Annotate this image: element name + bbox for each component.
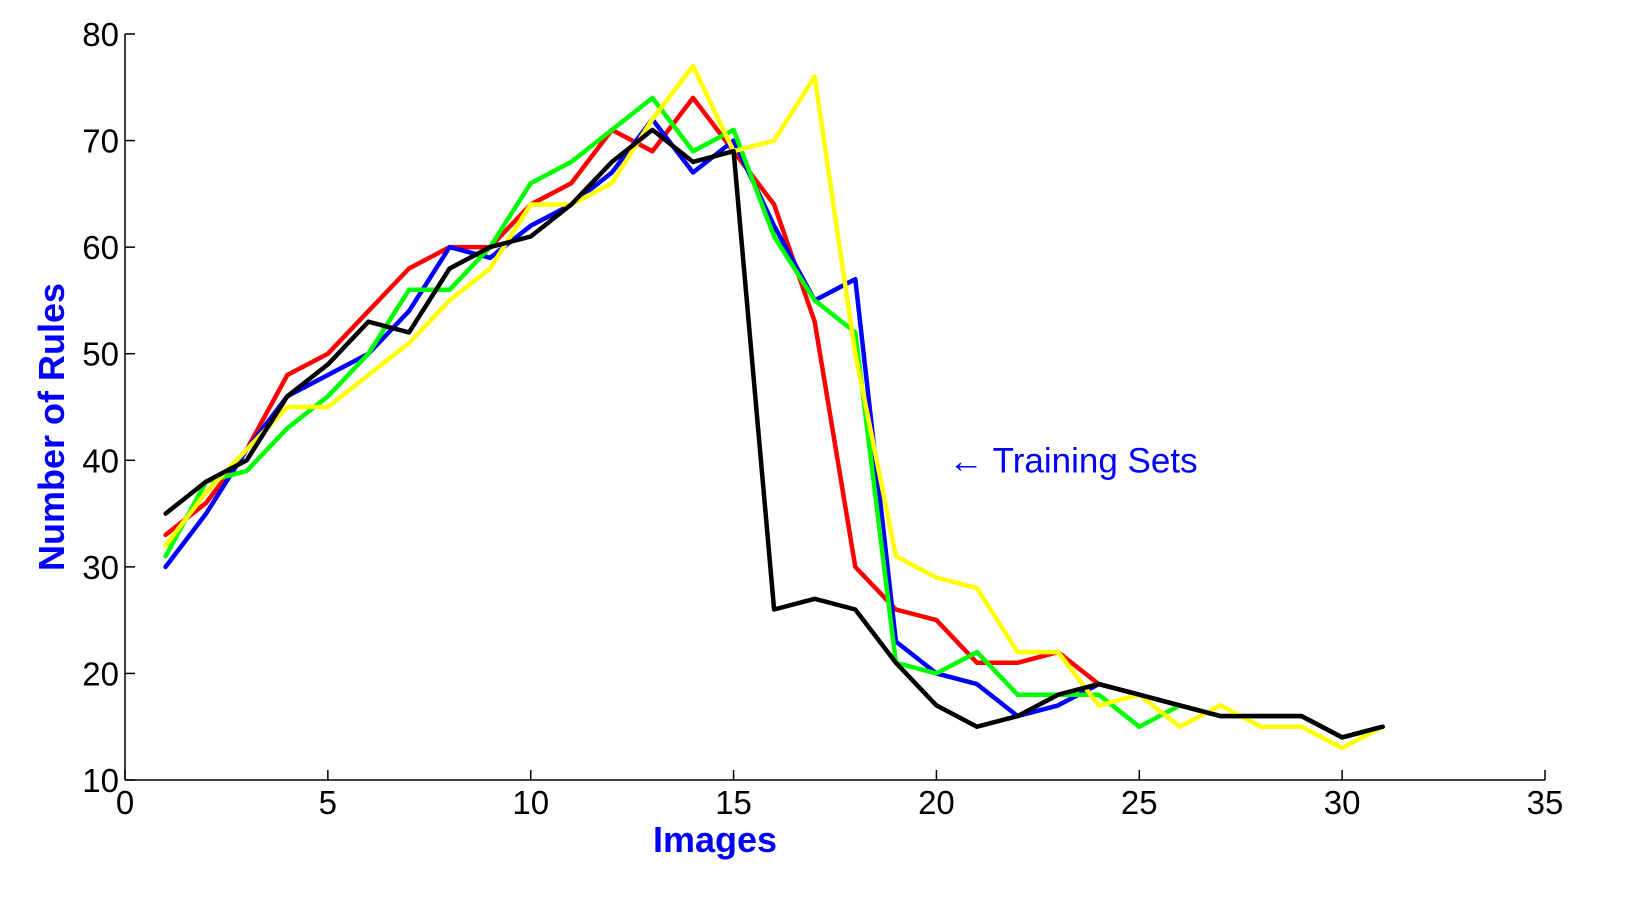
y-tick-label: 20	[82, 655, 119, 692]
x-tick-label: 10	[512, 784, 549, 821]
x-tick-label: 35	[1527, 784, 1564, 821]
x-tick-label: 25	[1121, 784, 1158, 821]
x-tick-label: 30	[1324, 784, 1361, 821]
y-axis-title: Number of Rules	[31, 283, 72, 571]
axes	[124, 33, 1546, 781]
series-group	[163, 63, 1385, 751]
x-tick-label: 0	[116, 784, 134, 821]
series-line-blue	[163, 117, 1385, 740]
series-line-black	[163, 127, 1385, 740]
x-axis-title: Images	[653, 819, 777, 860]
tick-labels: 0 5 10 15 20 25 30 35 10 20 30 40 50 60 70 80	[82, 16, 1563, 821]
x-tick-label: 5	[319, 784, 337, 821]
y-tick-label: 10	[82, 762, 119, 799]
y-tick-label: 60	[82, 229, 119, 266]
x-tick-label: 20	[918, 784, 955, 821]
x-tick-label: 15	[715, 784, 752, 821]
y-tick-label: 40	[82, 442, 119, 479]
y-tick-label: 50	[82, 336, 119, 373]
series-line-yellow	[163, 63, 1385, 751]
y-tick-label: 70	[82, 123, 119, 160]
training-sets-annotation: ← Training Sets	[949, 441, 1198, 480]
y-tick-label: 30	[82, 549, 119, 586]
series-line-red	[163, 95, 1385, 740]
series-line-green	[163, 95, 1385, 740]
y-tick-label: 80	[82, 16, 119, 53]
